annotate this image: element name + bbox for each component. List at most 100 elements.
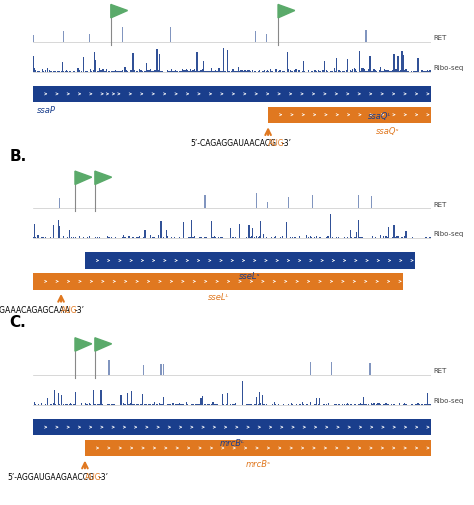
Bar <box>292 404 293 405</box>
Bar <box>128 404 130 405</box>
Bar <box>95 404 96 405</box>
Text: ssaQᴸ: ssaQᴸ <box>368 113 392 122</box>
Text: ssaQˢ: ssaQˢ <box>376 127 400 136</box>
Bar <box>66 70 67 72</box>
Bar <box>308 237 310 238</box>
Polygon shape <box>95 338 111 351</box>
Bar <box>270 69 271 72</box>
Bar <box>146 404 147 405</box>
Bar <box>164 237 165 238</box>
Text: sseLˢ: sseLˢ <box>239 272 261 281</box>
Bar <box>204 404 206 405</box>
Bar <box>250 237 251 238</box>
Bar <box>416 237 417 238</box>
Bar <box>155 70 156 72</box>
Bar <box>340 71 341 72</box>
Bar <box>215 237 216 238</box>
Bar <box>163 397 164 405</box>
Bar <box>411 404 412 405</box>
Bar <box>153 237 154 238</box>
Bar <box>192 70 193 72</box>
Bar <box>214 71 215 72</box>
Bar <box>58 220 59 238</box>
Bar <box>111 404 112 405</box>
Bar <box>316 236 318 238</box>
Bar <box>43 71 45 72</box>
Bar <box>214 236 215 238</box>
Bar <box>252 228 254 238</box>
Bar <box>235 237 236 238</box>
Bar <box>99 237 100 238</box>
Bar <box>186 402 187 405</box>
Bar <box>112 403 114 405</box>
Bar <box>95 237 96 238</box>
Bar <box>34 68 35 72</box>
Bar <box>385 403 387 405</box>
Bar <box>143 237 144 238</box>
Text: mrcBˢ: mrcBˢ <box>246 460 271 469</box>
Bar <box>256 397 257 405</box>
Bar <box>379 403 380 405</box>
Bar <box>174 71 175 72</box>
Bar <box>426 237 427 238</box>
Bar <box>312 195 313 209</box>
Bar <box>130 70 131 72</box>
Bar <box>343 71 344 72</box>
Bar <box>50 404 51 405</box>
Bar <box>244 70 246 72</box>
Text: -3’: -3’ <box>282 139 292 148</box>
Bar <box>258 71 259 72</box>
Bar <box>312 71 313 72</box>
Bar <box>160 364 162 375</box>
Bar <box>401 237 402 238</box>
Bar <box>327 71 328 72</box>
Bar <box>140 71 142 72</box>
Bar <box>342 71 343 72</box>
Bar <box>167 235 168 238</box>
Bar <box>347 403 348 405</box>
Text: Ribo-seq: Ribo-seq <box>433 231 464 237</box>
Bar <box>90 404 91 405</box>
Bar <box>383 236 384 238</box>
Bar <box>123 403 124 405</box>
Bar <box>364 404 365 405</box>
Bar <box>67 404 68 405</box>
Bar <box>363 397 364 405</box>
Bar <box>264 404 265 405</box>
Text: Ribo-seq: Ribo-seq <box>433 65 464 71</box>
Bar <box>412 404 413 405</box>
Bar <box>372 71 374 72</box>
Bar <box>119 71 120 72</box>
Bar <box>248 225 249 238</box>
Bar <box>337 71 339 72</box>
Bar <box>379 71 380 72</box>
Bar <box>267 202 268 209</box>
Text: RET: RET <box>433 35 447 41</box>
Bar <box>160 221 162 238</box>
Bar <box>362 68 363 72</box>
Bar <box>85 440 431 456</box>
Bar <box>232 237 234 238</box>
Bar <box>311 237 312 238</box>
Bar <box>399 237 400 238</box>
Bar <box>87 71 88 72</box>
Bar <box>59 198 60 209</box>
Bar <box>33 419 431 435</box>
Bar <box>344 404 346 405</box>
Bar <box>94 403 95 405</box>
Bar <box>237 237 239 238</box>
Bar <box>33 86 117 102</box>
Bar <box>132 53 134 72</box>
Bar <box>352 69 354 72</box>
Bar <box>227 393 228 405</box>
Bar <box>142 394 143 405</box>
Bar <box>262 71 263 72</box>
Bar <box>64 71 66 72</box>
Bar <box>278 404 279 405</box>
Bar <box>324 61 326 72</box>
Bar <box>413 71 415 72</box>
Bar <box>372 236 374 238</box>
Bar <box>103 69 104 72</box>
Bar <box>347 237 348 238</box>
Bar <box>170 71 171 72</box>
